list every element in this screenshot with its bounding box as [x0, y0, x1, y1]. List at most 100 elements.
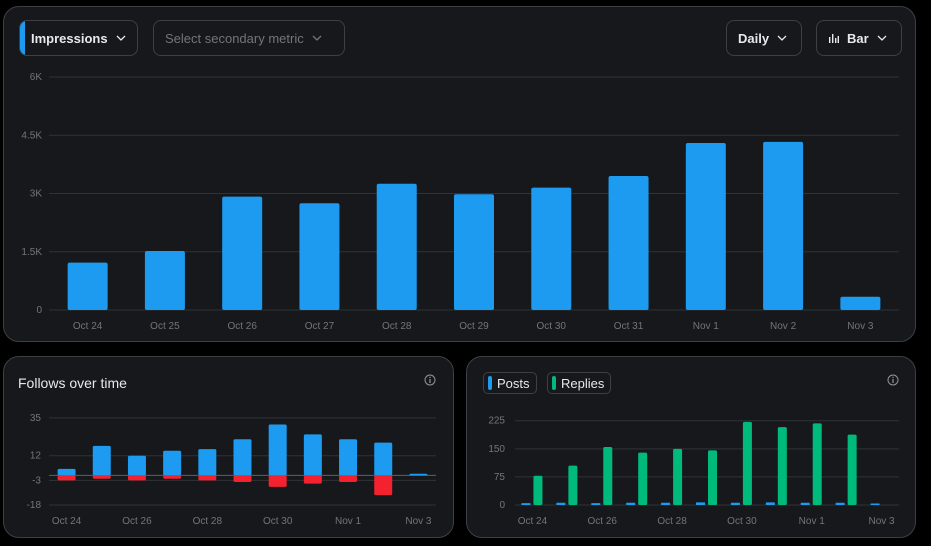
x-tick-label: Nov 3 [868, 516, 895, 527]
info-icon[interactable] [887, 374, 899, 386]
x-tick-label: Oct 24 [73, 321, 103, 332]
impressions-bar [67, 262, 108, 310]
legend-replies-label: Replies [561, 375, 605, 391]
replies-swatch [552, 376, 556, 390]
impressions-bar [685, 143, 726, 310]
impressions-bar [608, 176, 649, 310]
replies-bar [847, 434, 857, 505]
posts-bar [556, 502, 566, 505]
replies-bar [812, 423, 822, 505]
y-tick-label: 6K [30, 72, 43, 83]
x-tick-label: Nov 2 [770, 321, 797, 332]
impressions-bar [376, 183, 417, 310]
x-tick-label: Nov 1 [799, 516, 826, 527]
y-tick-label: 0 [499, 500, 505, 511]
follows-bar [57, 468, 76, 476]
posts-bar [521, 503, 531, 505]
chevron-down-icon [312, 35, 322, 41]
follows-bar-chart: -18 -3 12 35 Oct 24 Oct 26 Oct 28 Oct 30 Nov 1 No… [27, 413, 436, 527]
y-tick-label: -3 [32, 475, 41, 486]
replies-bar [742, 421, 752, 505]
x-tick-label: Oct 26 [227, 321, 257, 332]
y-tick-label: 150 [488, 444, 505, 455]
unfollows-bar [303, 475, 322, 484]
posts-replies-bar-chart: 0 75 150 225 Oct 24 Oct 26 Oct 28 Oct 30 Nov 1 No… [488, 416, 899, 527]
legend-replies[interactable]: Replies [547, 372, 612, 394]
y-tick-label: 1.5K [21, 247, 42, 258]
impressions-bar [454, 194, 494, 310]
impressions-panel: Impressions Select secondary metric Dail… [3, 6, 916, 342]
unfollows-bar [374, 475, 393, 496]
impressions-bar [840, 296, 881, 310]
x-tick-label: Oct 31 [614, 321, 644, 332]
unfollows-bar [92, 475, 111, 479]
x-tick-label: Oct 25 [150, 321, 180, 332]
posts-bar [870, 503, 880, 505]
info-icon[interactable] [424, 374, 436, 386]
time-range-dropdown[interactable]: Daily [726, 20, 802, 56]
replies-bar [568, 465, 578, 505]
x-tick-label: Oct 26 [588, 516, 618, 527]
follows-panel: Follows over time -18 -3 12 35 Oct 24 Oct 26 O… [3, 356, 454, 538]
y-tick-label: 225 [488, 416, 505, 427]
unfollows-bar [127, 475, 146, 481]
y-tick-label: 12 [30, 451, 42, 462]
metric-dropdown-label: Impressions [31, 30, 108, 46]
impressions-bar [531, 187, 572, 310]
posts-swatch [488, 376, 492, 390]
posts-bar [765, 502, 775, 505]
x-tick-label: Oct 28 [193, 516, 223, 527]
y-tick-label: -18 [27, 500, 42, 511]
x-tick-label: Nov 1 [335, 516, 362, 527]
unfollows-bar [198, 475, 217, 481]
replies-bar [673, 448, 683, 505]
replies-bar [533, 475, 543, 505]
legend-posts-label: Posts [497, 375, 530, 391]
follows-bar [127, 455, 146, 476]
x-tick-label: Oct 26 [122, 516, 152, 527]
replies-bar [603, 446, 613, 505]
x-tick-label: Oct 29 [459, 321, 489, 332]
y-tick-label: 75 [494, 472, 506, 483]
follows-bar [374, 442, 393, 476]
y-tick-label: 4.5K [21, 130, 42, 141]
unfollows-bar [57, 475, 76, 481]
replies-bar [638, 452, 648, 505]
x-tick-label: Oct 24 [518, 516, 548, 527]
unfollows-bar [163, 475, 182, 479]
x-tick-label: Oct 30 [537, 321, 567, 332]
x-tick-label: Oct 28 [657, 516, 687, 527]
posts-bar [626, 502, 636, 505]
follows-bar [92, 445, 111, 476]
posts-bar [800, 502, 810, 505]
posts-bar [661, 502, 671, 505]
x-tick-label: Oct 27 [305, 321, 335, 332]
follows-bar [409, 473, 428, 476]
follows-bar [163, 450, 182, 476]
x-tick-label: Oct 28 [382, 321, 412, 332]
x-tick-label: Oct 30 [263, 516, 293, 527]
follows-bar [233, 439, 252, 476]
chart-type-dropdown[interactable]: Bar [816, 20, 902, 56]
y-tick-label: 3K [30, 189, 43, 200]
secondary-metric-placeholder: Select secondary metric [165, 30, 304, 46]
posts-replies-panel: Posts Replies 0 75 150 225 Oct 24 Oct 26 Oct 2… [466, 356, 916, 538]
x-tick-label: Nov 1 [693, 321, 720, 332]
y-tick-label: 35 [30, 413, 42, 424]
impressions-bar [763, 141, 804, 310]
secondary-metric-dropdown[interactable]: Select secondary metric [153, 20, 345, 56]
metric-dropdown[interactable]: Impressions [19, 20, 138, 56]
impressions-bar [144, 250, 185, 310]
follows-bar [339, 439, 358, 476]
follows-bar [198, 449, 217, 476]
chevron-down-icon [116, 35, 126, 41]
unfollows-bar [268, 475, 287, 487]
chevron-down-icon [877, 35, 887, 41]
y-tick-label: 0 [36, 305, 42, 316]
chart-type-label: Bar [847, 30, 869, 46]
posts-bar [696, 502, 705, 505]
posts-bar [835, 502, 845, 505]
chevron-down-icon [777, 35, 787, 41]
impressions-bar-chart: 0 1.5K 3K 4.5K 6K Oct 24 Oct 25 Oct 26 Oct 27 Oct… [21, 72, 899, 332]
legend-posts[interactable]: Posts [483, 372, 537, 394]
